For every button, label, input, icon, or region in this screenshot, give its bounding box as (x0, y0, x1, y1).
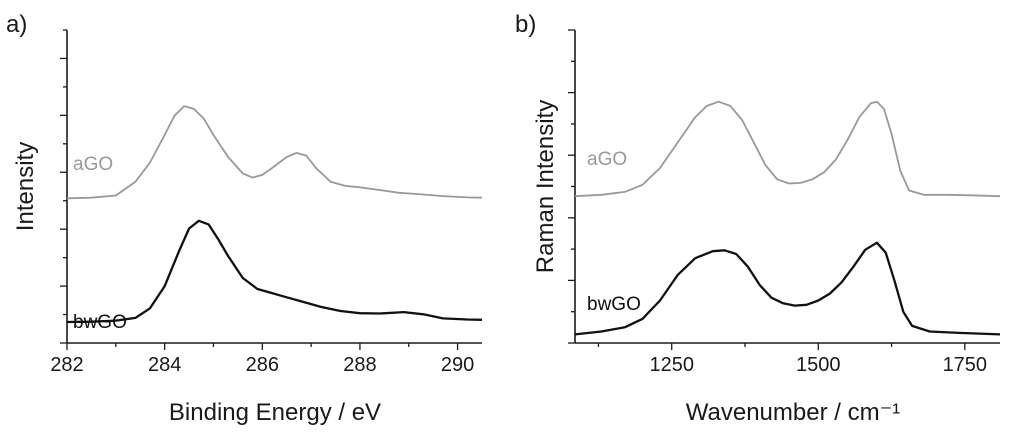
series-label-aGO: aGO (587, 149, 627, 170)
series-line-bwGO (574, 241, 1001, 336)
panel-b: 1250 1500 1750 Wavenumber / cm⁻¹ Raman Inten… (515, 11, 1001, 426)
series-line-aGO (66, 105, 483, 200)
panel-a: 282 284 286 288 290 Binding Energy / eV Intens… (6, 11, 483, 426)
x-tick-label: 288 (343, 354, 376, 376)
panel-label: b) (515, 11, 536, 38)
x-tick-label: 1250 (649, 354, 694, 376)
y-axis-title: Raman Intensity (532, 100, 559, 273)
x-tick-label: 286 (246, 354, 279, 376)
x-axis-title: Wavenumber / cm⁻¹ (686, 399, 901, 426)
series-label-bwGO: bwGO (73, 312, 127, 333)
series-label-bwGO: bwGO (587, 294, 641, 315)
x-tick-label: 284 (148, 354, 181, 376)
x-tick-label: 282 (50, 354, 83, 376)
x-tick-label: 1500 (796, 354, 841, 376)
x-tick-label: 290 (441, 354, 474, 376)
series-line-bwGO (66, 219, 483, 324)
y-axis-title: Intensity (12, 142, 39, 231)
x-tick-label: 1750 (943, 354, 988, 376)
series-line-aGO (574, 100, 1001, 198)
series-label-aGO: aGO (73, 154, 113, 175)
x-axis-title: Binding Energy / eV (169, 399, 381, 426)
panel-label: a) (6, 11, 27, 38)
